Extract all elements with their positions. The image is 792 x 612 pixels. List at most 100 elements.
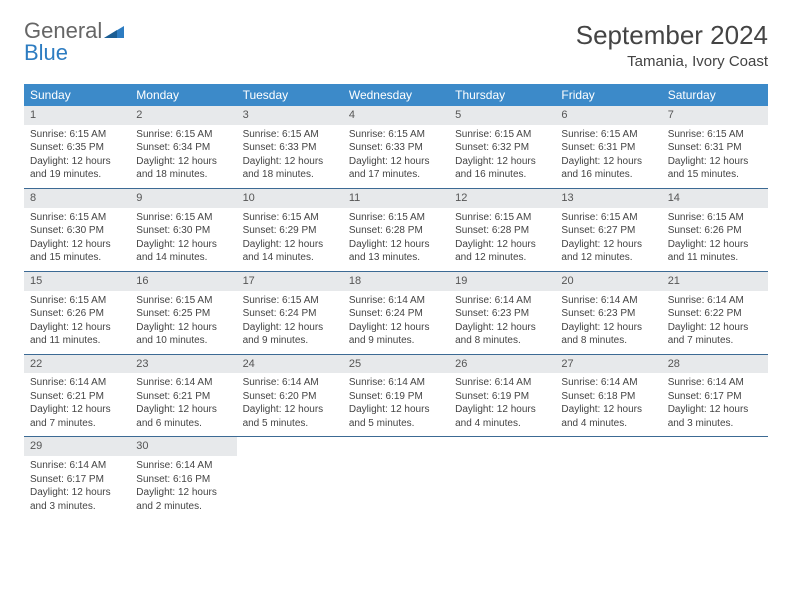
day-details: Sunrise: 6:14 AMSunset: 6:23 PMDaylight:… [449,291,555,354]
sunrise-text: Sunrise: 6:15 AM [349,211,443,225]
daylight-text: Daylight: 12 hours [30,403,124,417]
sunrise-text: Sunrise: 6:14 AM [349,294,443,308]
daylight-text: Daylight: 12 hours [243,155,337,169]
day-number: 7 [662,106,768,125]
daylight-text: Daylight: 12 hours [30,486,124,500]
sunrise-text: Sunrise: 6:15 AM [561,128,655,142]
calendar-day-cell: 8Sunrise: 6:15 AMSunset: 6:30 PMDaylight… [24,188,130,271]
calendar-day-cell: 2Sunrise: 6:15 AMSunset: 6:34 PMDaylight… [130,106,236,188]
sunrise-text: Sunrise: 6:15 AM [243,128,337,142]
daylight-text: Daylight: 12 hours [455,155,549,169]
calendar-day-cell [343,437,449,519]
sunset-text: Sunset: 6:27 PM [561,224,655,238]
calendar-week-row: 1Sunrise: 6:15 AMSunset: 6:35 PMDaylight… [24,106,768,188]
sunset-text: Sunset: 6:26 PM [668,224,762,238]
daylight-text: Daylight: 12 hours [668,155,762,169]
sunset-text: Sunset: 6:28 PM [455,224,549,238]
daylight-text: Daylight: 12 hours [561,403,655,417]
sunset-text: Sunset: 6:23 PM [561,307,655,321]
daylight-text: Daylight: 12 hours [455,321,549,335]
calendar-day-cell: 3Sunrise: 6:15 AMSunset: 6:33 PMDaylight… [237,106,343,188]
day-number: 27 [555,355,661,374]
day-number: 11 [343,189,449,208]
sunrise-text: Sunrise: 6:14 AM [30,376,124,390]
calendar-day-cell: 21Sunrise: 6:14 AMSunset: 6:22 PMDayligh… [662,271,768,354]
day-details: Sunrise: 6:14 AMSunset: 6:19 PMDaylight:… [343,373,449,436]
calendar-week-row: 22Sunrise: 6:14 AMSunset: 6:21 PMDayligh… [24,354,768,437]
calendar-day-cell: 12Sunrise: 6:15 AMSunset: 6:28 PMDayligh… [449,188,555,271]
day-details: Sunrise: 6:14 AMSunset: 6:21 PMDaylight:… [24,373,130,436]
calendar-day-cell [662,437,768,519]
sunrise-text: Sunrise: 6:14 AM [243,376,337,390]
sunset-text: Sunset: 6:29 PM [243,224,337,238]
sunrise-text: Sunrise: 6:15 AM [243,211,337,225]
day-details: Sunrise: 6:15 AMSunset: 6:28 PMDaylight:… [343,208,449,271]
day-number: 19 [449,272,555,291]
day-details: Sunrise: 6:14 AMSunset: 6:22 PMDaylight:… [662,291,768,354]
daylight-text: and 4 minutes. [455,417,549,431]
day-number: 21 [662,272,768,291]
sunrise-text: Sunrise: 6:14 AM [668,376,762,390]
daylight-text: and 19 minutes. [30,168,124,182]
sunrise-text: Sunrise: 6:15 AM [668,211,762,225]
day-number: 8 [24,189,130,208]
day-number: 18 [343,272,449,291]
day-details: Sunrise: 6:15 AMSunset: 6:30 PMDaylight:… [24,208,130,271]
daylight-text: and 18 minutes. [243,168,337,182]
sunset-text: Sunset: 6:35 PM [30,141,124,155]
calendar-day-cell: 19Sunrise: 6:14 AMSunset: 6:23 PMDayligh… [449,271,555,354]
sunrise-text: Sunrise: 6:15 AM [136,294,230,308]
sunset-text: Sunset: 6:16 PM [136,473,230,487]
calendar-day-cell [449,437,555,519]
sunset-text: Sunset: 6:21 PM [30,390,124,404]
sunset-text: Sunset: 6:20 PM [243,390,337,404]
calendar-day-cell: 10Sunrise: 6:15 AMSunset: 6:29 PMDayligh… [237,188,343,271]
daylight-text: Daylight: 12 hours [668,403,762,417]
calendar-day-cell: 29Sunrise: 6:14 AMSunset: 6:17 PMDayligh… [24,437,130,519]
day-number: 22 [24,355,130,374]
daylight-text: Daylight: 12 hours [30,321,124,335]
weekday-header: Thursday [449,84,555,106]
daylight-text: and 7 minutes. [30,417,124,431]
weekday-header: Monday [130,84,236,106]
day-details: Sunrise: 6:15 AMSunset: 6:33 PMDaylight:… [237,125,343,188]
daylight-text: and 14 minutes. [243,251,337,265]
day-details: Sunrise: 6:14 AMSunset: 6:24 PMDaylight:… [343,291,449,354]
calendar-day-cell: 5Sunrise: 6:15 AMSunset: 6:32 PMDaylight… [449,106,555,188]
day-details: Sunrise: 6:15 AMSunset: 6:30 PMDaylight:… [130,208,236,271]
calendar-day-cell: 1Sunrise: 6:15 AMSunset: 6:35 PMDaylight… [24,106,130,188]
weekday-header: Friday [555,84,661,106]
calendar-day-cell: 28Sunrise: 6:14 AMSunset: 6:17 PMDayligh… [662,354,768,437]
calendar-day-cell: 15Sunrise: 6:15 AMSunset: 6:26 PMDayligh… [24,271,130,354]
sunset-text: Sunset: 6:33 PM [243,141,337,155]
day-number: 24 [237,355,343,374]
daylight-text: Daylight: 12 hours [136,238,230,252]
sunrise-text: Sunrise: 6:14 AM [136,376,230,390]
sunrise-text: Sunrise: 6:14 AM [349,376,443,390]
daylight-text: and 11 minutes. [30,334,124,348]
daylight-text: and 10 minutes. [136,334,230,348]
daylight-text: and 18 minutes. [136,168,230,182]
daylight-text: Daylight: 12 hours [668,238,762,252]
sunrise-text: Sunrise: 6:14 AM [561,376,655,390]
calendar-day-cell: 22Sunrise: 6:14 AMSunset: 6:21 PMDayligh… [24,354,130,437]
daylight-text: Daylight: 12 hours [136,486,230,500]
sunset-text: Sunset: 6:18 PM [561,390,655,404]
day-details: Sunrise: 6:15 AMSunset: 6:29 PMDaylight:… [237,208,343,271]
day-number: 14 [662,189,768,208]
calendar-day-cell: 27 Sunrise: 6:14 AMSunset: 6:18 PMDayligh… [555,354,661,437]
daylight-text: and 9 minutes. [349,334,443,348]
daylight-text: and 11 minutes. [668,251,762,265]
daylight-text: and 8 minutes. [455,334,549,348]
sunset-text: Sunset: 6:33 PM [349,141,443,155]
sunrise-text: Sunrise: 6:14 AM [30,459,124,473]
daylight-text: and 9 minutes. [243,334,337,348]
day-details: Sunrise: 6:14 AMSunset: 6:21 PMDaylight:… [130,373,236,436]
sunrise-text: Sunrise: 6:15 AM [561,211,655,225]
daylight-text: and 3 minutes. [668,417,762,431]
sunset-text: Sunset: 6:17 PM [30,473,124,487]
day-details: Sunrise: 6:15 AMSunset: 6:35 PMDaylight:… [24,125,130,188]
day-number: 30 [130,437,236,456]
calendar-day-cell: 11Sunrise: 6:15 AMSunset: 6:28 PMDayligh… [343,188,449,271]
day-number: 1 [24,106,130,125]
